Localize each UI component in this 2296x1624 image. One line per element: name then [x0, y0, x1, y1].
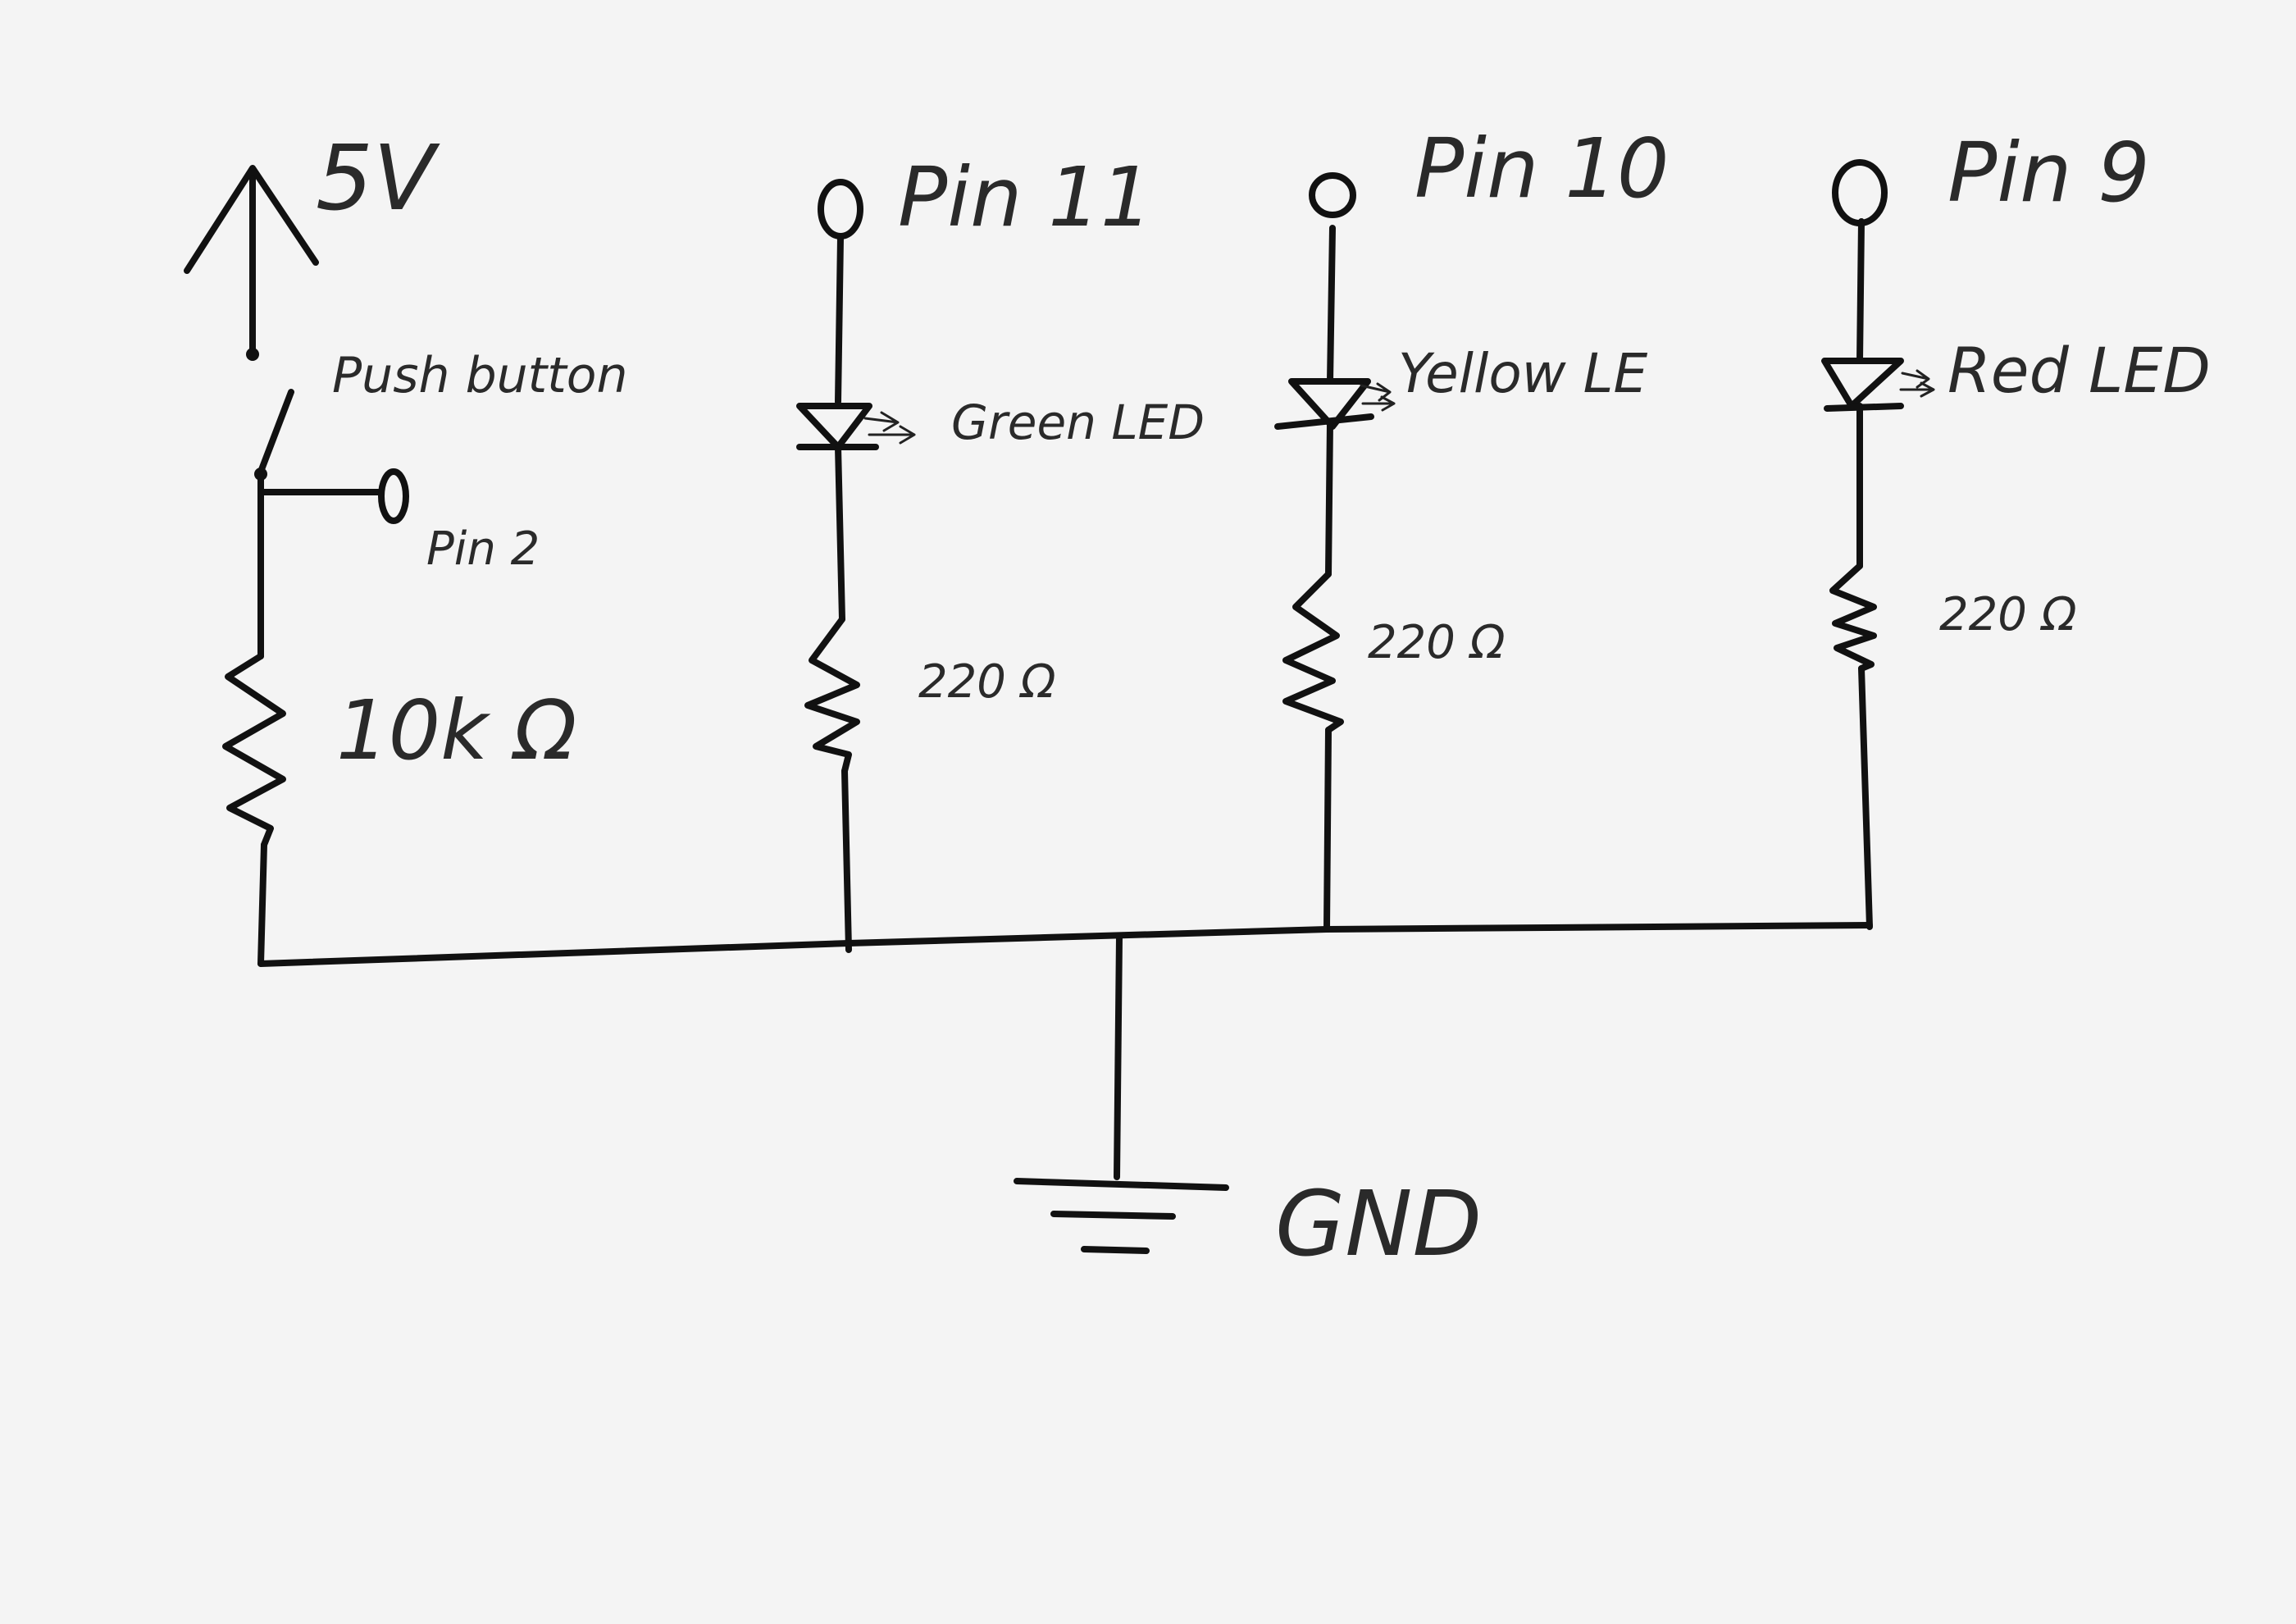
ground-bus: [257, 922, 1873, 1180]
green-led: [796, 235, 916, 450]
red-led: [1821, 218, 1935, 412]
yellow-resistor: [1282, 419, 1344, 933]
pulldown-label: 10k Ω: [336, 682, 576, 778]
pin2-terminal: [257, 468, 409, 524]
pin10-terminal: [1309, 172, 1356, 218]
ground-symbol: [1014, 1178, 1229, 1254]
pulldown-resistor: [222, 471, 286, 967]
pin11-terminal: [818, 179, 863, 239]
pin10-label: Pin 10: [1414, 121, 1670, 217]
yellow-led-label: Yellow LE: [1398, 342, 1647, 405]
yellow-led: [1274, 225, 1396, 430]
green-resistor: [804, 444, 860, 953]
green-resistor-label: 220 Ω: [918, 655, 1056, 709]
red-resistor: [1829, 403, 1877, 930]
red-led-label: Red LED: [1947, 334, 2211, 407]
pushbutton-switch: [254, 389, 294, 481]
pin2-label: Pin 2: [426, 522, 540, 576]
red-resistor-label: 220 Ω: [1939, 588, 2077, 641]
pin9-label: Pin 9: [1947, 125, 2150, 221]
supply-label: 5V: [316, 125, 440, 230]
pin11-label: Pin 11: [898, 149, 1153, 245]
yellow-resistor-label: 220 Ω: [1368, 616, 1506, 669]
green-led-label: Green LED: [951, 395, 1205, 450]
gnd-label: GND: [1275, 1171, 1482, 1276]
supply-arrow: [184, 165, 319, 361]
pushbutton-label: Push button: [332, 347, 627, 404]
pin9-terminal: [1832, 159, 1888, 226]
